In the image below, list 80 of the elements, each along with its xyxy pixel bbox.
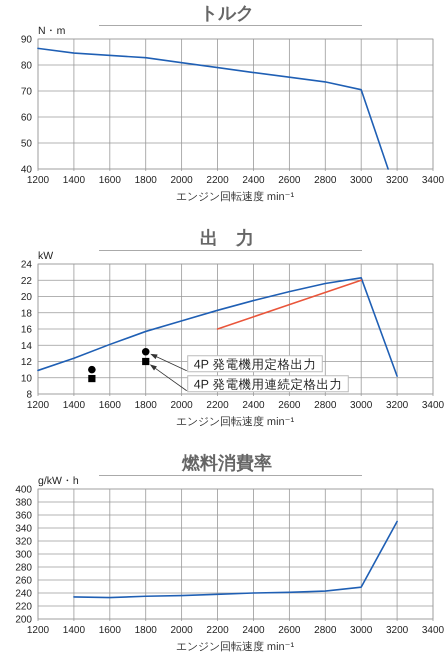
- y-tick-label: 18: [20, 308, 32, 320]
- y-tick-label: 60: [20, 112, 32, 124]
- x-axis-title: エンジン回転速度 min⁻¹: [176, 640, 294, 653]
- y-tick-label: 50: [20, 138, 32, 150]
- point: [88, 366, 96, 374]
- chart-title: トルク: [200, 3, 254, 23]
- x-tick-label: 1600: [98, 625, 122, 636]
- x-tick-label: 2600: [278, 175, 301, 186]
- y-tick-label: 70: [20, 86, 32, 98]
- x-tick-label: 1400: [62, 625, 86, 636]
- x-tick-label: 3200: [386, 175, 409, 186]
- x-tick-label: 2600: [278, 400, 301, 411]
- y-tick-label: 220: [15, 602, 32, 612]
- x-tick-label: 3000: [350, 400, 373, 411]
- y-tick-label: 80: [20, 60, 32, 72]
- x-axis-title: エンジン回転速度 min⁻¹: [176, 190, 294, 203]
- x-tick-label: 2400: [242, 400, 266, 411]
- x-axis-title: エンジン回転速度 min⁻¹: [176, 415, 294, 428]
- x-tick-label: 1200: [26, 625, 50, 636]
- x-tick-label: 2200: [206, 625, 230, 636]
- point: [142, 348, 150, 356]
- x-tick-label: 1800: [134, 400, 158, 411]
- text: 4P 発電機用連続定格出力: [194, 377, 342, 392]
- y-tick-label: 10: [20, 373, 32, 384]
- x-tick-label: 2800: [314, 400, 337, 411]
- point: [88, 374, 96, 382]
- y-tick-label: 20: [20, 292, 32, 303]
- x-tick-label: 2800: [314, 175, 337, 186]
- x-tick-label: 2400: [242, 625, 266, 636]
- y-tick-label: 8: [26, 390, 32, 400]
- line-series: [37, 277, 398, 377]
- x-tick-label: 3200: [386, 400, 409, 411]
- y-axis-title: g/kW・h: [38, 475, 79, 487]
- y-tick-label: 16: [20, 324, 32, 336]
- y-tick-label: 340: [15, 524, 32, 534]
- x-tick-label: 3200: [386, 625, 409, 636]
- x-tick-label: 1400: [62, 400, 86, 411]
- y-tick-label: 200: [15, 614, 32, 626]
- y-tick-label: 40: [20, 164, 32, 176]
- x-tick-label: 3400: [422, 625, 445, 636]
- y-tick-label: 320: [15, 536, 32, 548]
- x-tick-label: 2600: [278, 625, 301, 636]
- y-tick-label: 240: [15, 588, 32, 600]
- y-tick-label: 90: [20, 34, 32, 46]
- line-series: [73, 520, 398, 598]
- y-tick-label: 380: [15, 498, 32, 508]
- y-tick-label: 260: [15, 576, 32, 586]
- y-tick-label: 22: [20, 276, 32, 287]
- x-tick-label: 1200: [26, 400, 50, 411]
- y-axis-title: kW: [38, 250, 54, 262]
- x-tick-label: 1600: [98, 400, 122, 411]
- x-tick-label: 2800: [314, 625, 337, 636]
- y-tick-label: 14: [20, 340, 32, 352]
- y-tick-label: 12: [20, 357, 32, 368]
- x-tick-label: 1200: [26, 175, 50, 186]
- x-tick-label: 2000: [170, 625, 194, 636]
- chart-title: 燃料消費率: [181, 453, 272, 473]
- x-tick-label: 3000: [350, 625, 373, 636]
- x-tick-label: 2200: [206, 175, 230, 186]
- point: [142, 358, 150, 366]
- x-tick-label: 1800: [134, 175, 158, 186]
- chart-title: 出 力: [200, 228, 254, 248]
- x-tick-label: 2400: [242, 175, 266, 186]
- y-axis-title: N・m: [38, 25, 66, 37]
- y-tick-label: 24: [20, 260, 32, 270]
- x-tick-label: 2000: [170, 175, 194, 186]
- x-tick-label: 1400: [62, 175, 86, 186]
- y-tick-label: 400: [15, 484, 32, 496]
- x-tick-label: 3400: [422, 175, 445, 186]
- x-tick-label: 1600: [98, 175, 122, 186]
- x-tick-label: 3400: [422, 400, 445, 411]
- y-tick-label: 280: [15, 562, 32, 574]
- y-tick-label: 300: [15, 550, 32, 560]
- x-tick-label: 1800: [134, 625, 158, 636]
- x-tick-label: 2000: [170, 400, 194, 411]
- text: 4P 発電機用定格出力: [194, 357, 316, 372]
- x-tick-label: 2200: [206, 400, 230, 411]
- line-series: [37, 48, 389, 170]
- y-tick-label: 360: [15, 510, 32, 522]
- x-tick-label: 3000: [350, 175, 373, 186]
